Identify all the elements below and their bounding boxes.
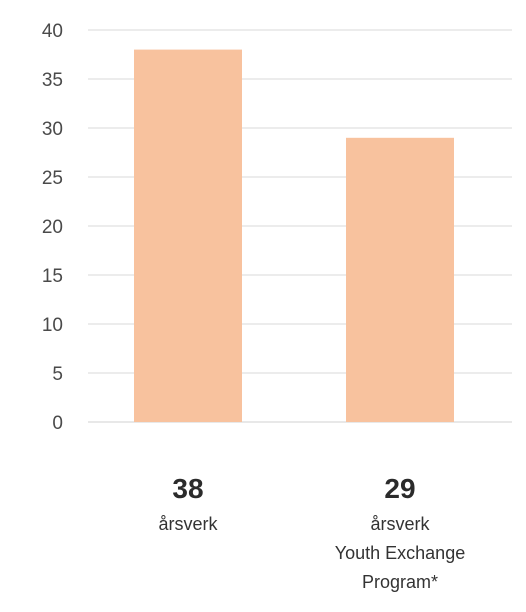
y-tick-label: 15 (42, 266, 63, 287)
category-labels: 38 årsverk 29 årsverk Youth Exchange Program* (158, 473, 465, 592)
category-label: årsverk (158, 514, 218, 534)
bar (346, 137, 454, 423)
y-tick-label: 20 (42, 217, 63, 238)
y-tick-label: 35 (42, 70, 63, 91)
y-tick-label: 0 (52, 413, 63, 434)
y-axis: 0 5 10 15 20 25 30 35 40 (42, 21, 63, 434)
data-label: 38 (172, 473, 203, 504)
category-label: Program* (362, 572, 438, 592)
y-tick-label: 25 (42, 168, 63, 189)
bar (134, 49, 242, 422)
y-tick-label: 5 (52, 364, 63, 385)
bar-layer (134, 49, 454, 423)
category-label: årsverk (370, 514, 430, 534)
y-tick-label: 40 (42, 21, 63, 42)
y-tick-label: 30 (42, 119, 63, 140)
data-label: 29 (384, 473, 415, 504)
y-tick-label: 10 (42, 315, 63, 336)
category-label: Youth Exchange (335, 543, 465, 563)
